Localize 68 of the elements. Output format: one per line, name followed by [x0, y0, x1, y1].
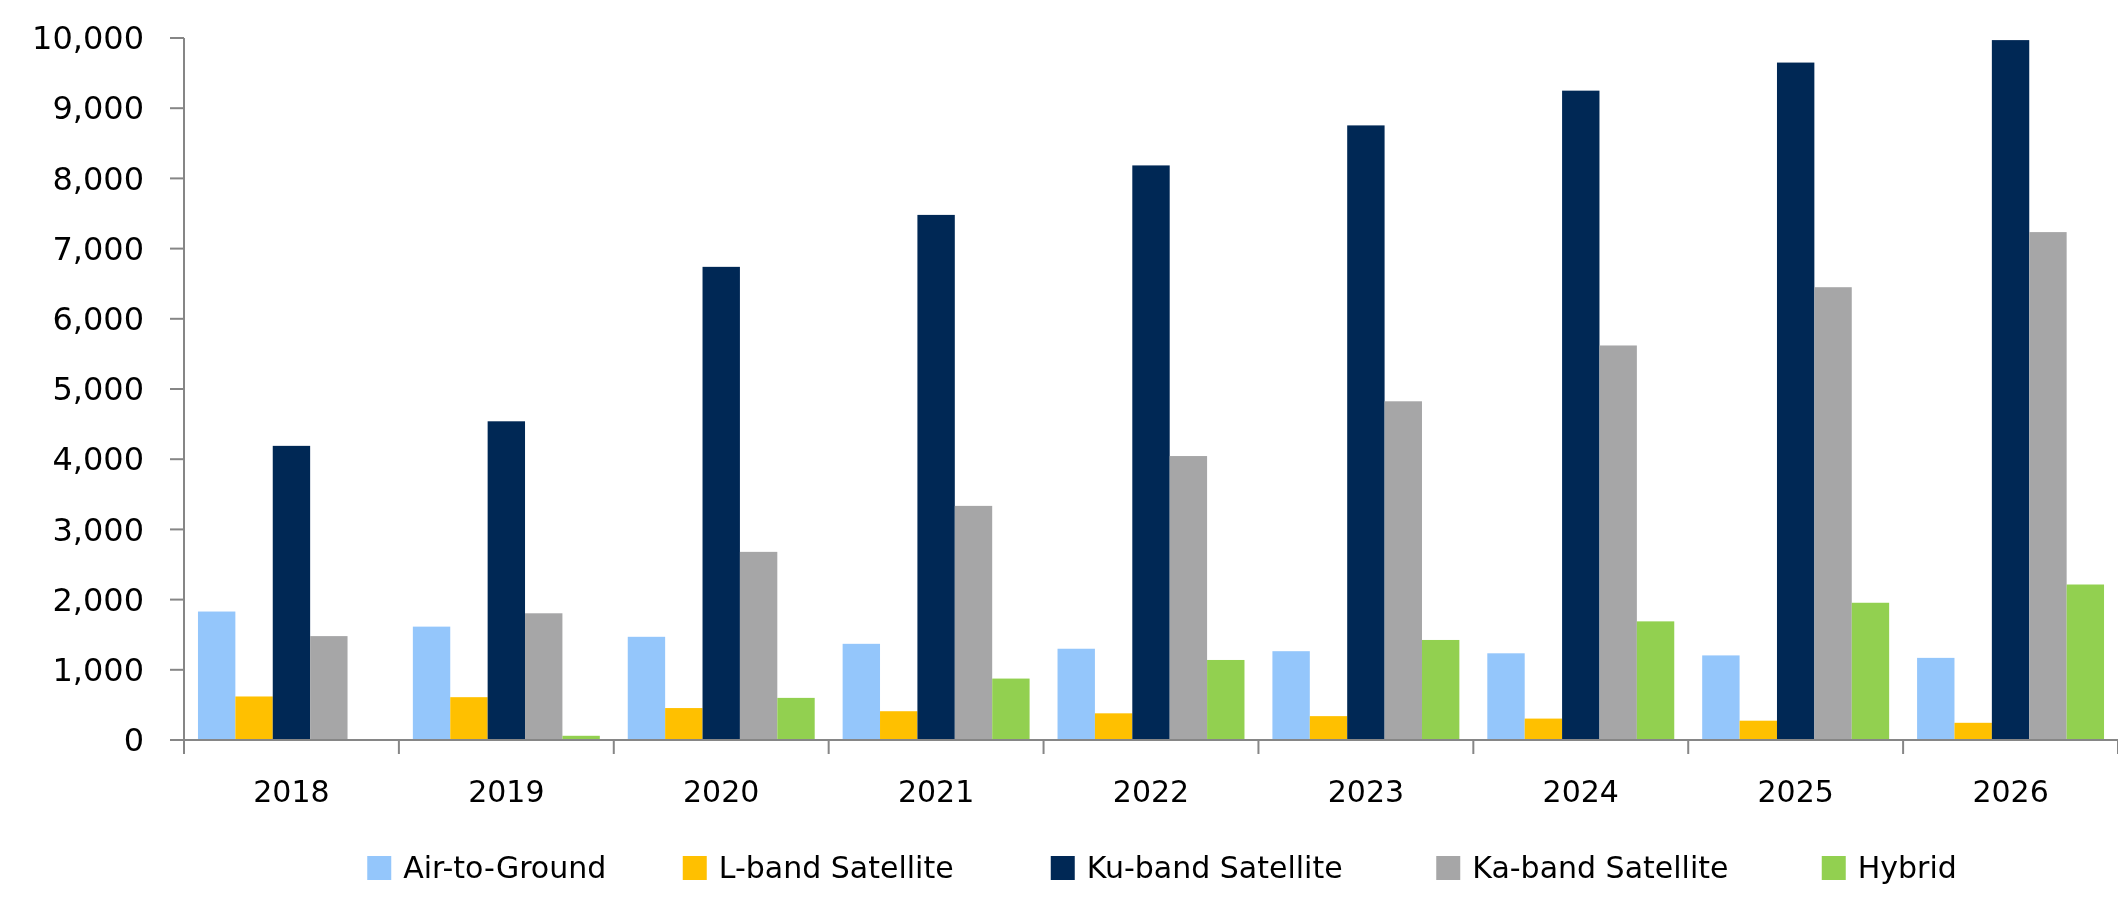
bar	[525, 613, 563, 740]
legend-label: Hybrid	[1857, 850, 1957, 885]
x-tick-label: 2021	[897, 774, 975, 809]
bar	[412, 626, 451, 740]
x-tick-label: 2022	[1112, 774, 1190, 809]
x-tick-label: 2024	[1542, 774, 1619, 809]
y-tick-label: 4,000	[52, 440, 144, 479]
bar	[1132, 165, 1170, 740]
bar	[1917, 657, 1955, 740]
bar	[739, 551, 778, 740]
bar	[842, 643, 881, 740]
legend-label: Ku-band Satellite	[1086, 850, 1343, 885]
bar	[1169, 456, 1208, 740]
bar	[1421, 639, 1460, 740]
bar	[665, 708, 703, 740]
bar	[1309, 716, 1348, 740]
bar	[1272, 651, 1310, 740]
bar	[1207, 659, 1245, 740]
bar	[450, 697, 488, 740]
bar	[1991, 40, 2030, 740]
x-tick-label: 2026	[1972, 774, 2049, 809]
bar	[1954, 722, 1992, 740]
bar	[1057, 648, 1095, 740]
y-tick-label: 10,000	[32, 19, 144, 58]
y-tick-label: 9,000	[52, 89, 144, 128]
bar	[235, 696, 273, 740]
bar	[954, 505, 993, 740]
legend-label: L-band Satellite	[718, 850, 954, 885]
bar	[310, 636, 348, 740]
y-tick-label: 1,000	[52, 651, 144, 689]
bar	[1487, 653, 1525, 740]
bar	[1347, 125, 1385, 740]
bar	[272, 445, 311, 740]
bar	[487, 421, 526, 740]
y-tick-label: 0	[123, 721, 144, 760]
bar	[992, 678, 1030, 740]
bar	[1739, 720, 1777, 740]
y-tick-label: 7,000	[52, 229, 144, 268]
bar	[1636, 621, 1675, 740]
x-tick-label: 2025	[1757, 774, 1834, 809]
y-tick-label: 6,000	[52, 300, 144, 338]
y-tick-label: 8,000	[52, 159, 144, 198]
bar	[1599, 345, 1637, 740]
legend-label: Ka-band Satellite	[1472, 850, 1729, 885]
bar	[880, 711, 918, 740]
bar	[1851, 602, 1890, 740]
x-tick-label: 2020	[683, 774, 760, 809]
legend-label: Air-to-Ground	[403, 850, 607, 885]
bar	[1814, 287, 1852, 740]
x-tick-label: 2019	[468, 774, 545, 809]
x-tick-label: 2018	[253, 774, 330, 809]
x-tick-label: 2023	[1327, 774, 1405, 809]
bar	[1562, 90, 1600, 740]
y-tick-label: 3,000	[52, 510, 144, 549]
bar	[917, 214, 955, 740]
bar	[627, 636, 666, 740]
bar	[1384, 401, 1422, 740]
bar	[197, 611, 236, 740]
bar	[2066, 584, 2105, 740]
y-tick-label: 5,000	[52, 370, 144, 409]
bar	[2029, 232, 2067, 740]
y-tick-label: 2,000	[52, 580, 144, 619]
bar	[777, 697, 815, 740]
bar	[702, 266, 740, 740]
bar	[1776, 62, 1815, 740]
bar	[1094, 713, 1133, 740]
bar	[1524, 718, 1563, 740]
bar	[1702, 655, 1740, 740]
